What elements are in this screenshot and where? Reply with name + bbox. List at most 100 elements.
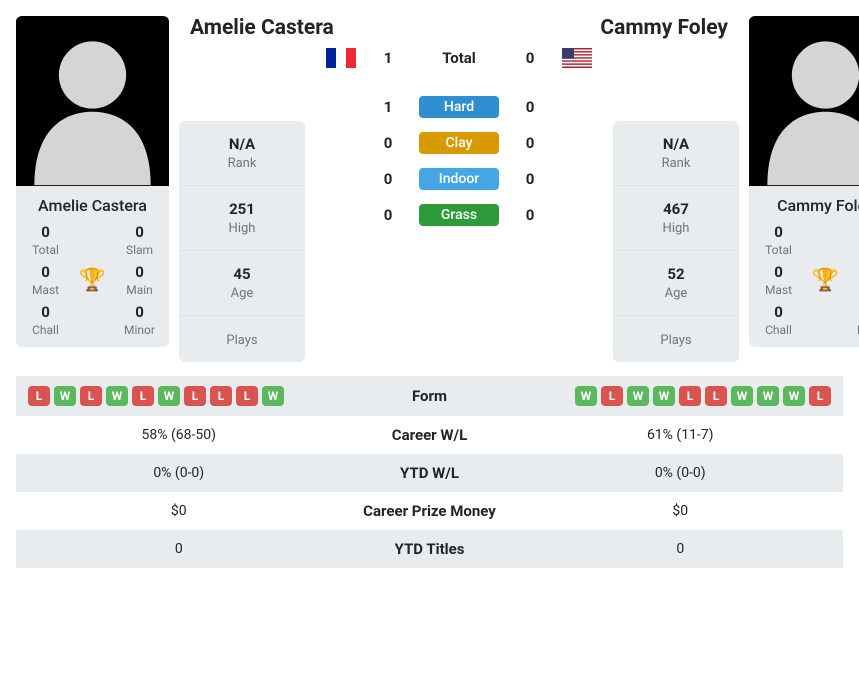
p2-minor: 0Minor [849, 303, 859, 337]
compare-p1: 58% (68-50) [28, 427, 330, 443]
h2h-total-line: 1 Total 0 [315, 48, 603, 68]
trophy-icon: 🏆 [802, 268, 849, 293]
player2-titles: 0Total 0Slam 0Mast 🏆 0Main 0Chall 0Minor [749, 223, 859, 347]
compare-form-row: LWLWLWLLLW Form WLWWLLWWWL [16, 376, 843, 416]
compare-p2: 61% (11-7) [530, 427, 832, 443]
p1-chall: 0Chall [22, 303, 69, 337]
surf-badge: Indoor [419, 168, 499, 190]
surf-badge: Hard [419, 96, 499, 118]
form-result: W [575, 386, 597, 406]
silhouette-icon [749, 16, 859, 186]
player1-stats: N/ARank 251High 45Age Plays [179, 121, 305, 362]
compare-p2: 0% (0-0) [530, 465, 832, 481]
p2-chall: 0Chall [755, 303, 802, 337]
p1-minor: 0Minor [116, 303, 163, 337]
h2h-name-p1: Amelie Castera [190, 16, 334, 40]
surf-p1: 1 [363, 98, 413, 116]
p2-mast: 0Mast [755, 263, 802, 297]
compare-p2: $0 [530, 503, 832, 519]
form-result: L [809, 386, 831, 406]
compare-p1: 0% (0-0) [28, 465, 330, 481]
p1-plays: Plays [179, 316, 305, 362]
p2-high: 467High [613, 186, 739, 251]
compare-row: 0% (0-0) YTD W/L 0% (0-0) [16, 454, 843, 492]
player1-titles: 0Total 0Slam 0Mast 🏆 0Main 0Chall 0Minor [16, 223, 169, 347]
compare-table: LWLWLWLLLW Form WLWWLLWWWL 58% (68-50) C… [16, 376, 843, 568]
form-result: W [54, 386, 76, 406]
surf-p2: 0 [505, 170, 555, 188]
form-result: W [158, 386, 180, 406]
h2h-total-p2: 0 [505, 49, 555, 67]
surf-p1: 0 [363, 206, 413, 224]
form-p2: WLWWLLWWWL [530, 386, 832, 406]
center-column: Amelie Castera Cammy Foley 1 Total 0 1 H… [315, 16, 603, 226]
p2-slam: 0Slam [849, 223, 859, 257]
player1-avatar [16, 16, 169, 186]
compare-row: 0 YTD Titles 0 [16, 530, 843, 568]
form-result: W [106, 386, 128, 406]
p2-total: 0Total [755, 223, 802, 257]
form-label: Form [330, 387, 530, 405]
h2h-total-p1: 1 [363, 49, 413, 67]
p2-main: 0Main [849, 263, 859, 297]
p2-rank: N/ARank [613, 121, 739, 186]
surf-badge: Grass [419, 204, 499, 226]
form-result: L [132, 386, 154, 406]
compare-label: YTD W/L [330, 464, 530, 482]
p1-slam: 0Slam [116, 223, 163, 257]
p1-mast: 0Mast [22, 263, 69, 297]
compare-p1: $0 [28, 503, 330, 519]
player1-name: Amelie Castera [16, 186, 169, 223]
compare-p1: 0 [28, 541, 330, 557]
form-result: L [705, 386, 727, 406]
p1-total: 0Total [22, 223, 69, 257]
player2-name: Cammy Foley [749, 186, 859, 223]
surf-line-clay: 0 Clay 0 [315, 132, 603, 154]
form-result: L [236, 386, 258, 406]
surf-line-grass: 0 Grass 0 [315, 204, 603, 226]
form-p1: LWLWLWLLLW [28, 386, 330, 406]
form-result: W [262, 386, 284, 406]
surf-badge: Clay [419, 132, 499, 154]
p2-age: 52Age [613, 251, 739, 316]
p2-plays: Plays [613, 316, 739, 362]
p1-main: 0Main [116, 263, 163, 297]
player1-card: Amelie Castera 0Total 0Slam 0Mast 🏆 0Mai… [16, 16, 169, 347]
p1-high: 251High [179, 186, 305, 251]
surf-line-indoor: 0 Indoor 0 [315, 168, 603, 190]
silhouette-icon [16, 16, 169, 186]
compare-p2: 0 [530, 541, 832, 557]
form-result: L [679, 386, 701, 406]
player2-stats: N/ARank 467High 52Age Plays [613, 121, 739, 362]
surf-p2: 0 [505, 134, 555, 152]
compare-row: $0 Career Prize Money $0 [16, 492, 843, 530]
form-result: L [80, 386, 102, 406]
surf-p2: 0 [505, 206, 555, 224]
form-result: L [601, 386, 623, 406]
h2h-name-p2: Cammy Foley [600, 16, 728, 40]
surf-line-hard: 1 Hard 0 [315, 96, 603, 118]
p1-rank: N/ARank [179, 121, 305, 186]
form-result: W [783, 386, 805, 406]
compare-label: Career W/L [330, 426, 530, 444]
form-result: L [210, 386, 232, 406]
player2-avatar [749, 16, 859, 186]
form-result: W [653, 386, 675, 406]
h2h-surfaces: 1 Total 0 1 Hard 0 0 Clay 0 0 Indoor 0 0… [315, 48, 603, 226]
surf-p1: 0 [363, 134, 413, 152]
surf-p2: 0 [505, 98, 555, 116]
compare-label: YTD Titles [330, 540, 530, 558]
form-result: L [184, 386, 206, 406]
compare-label: Career Prize Money [330, 502, 530, 520]
compare-row: 58% (68-50) Career W/L 61% (11-7) [16, 416, 843, 454]
flag-p2 [561, 48, 593, 68]
h2h-names: Amelie Castera Cammy Foley [315, 16, 603, 40]
form-result: W [757, 386, 779, 406]
form-result: W [731, 386, 753, 406]
trophy-icon: 🏆 [69, 268, 116, 293]
surf-p1: 0 [363, 170, 413, 188]
form-result: W [627, 386, 649, 406]
p1-age: 45Age [179, 251, 305, 316]
top-section: Amelie Castera 0Total 0Slam 0Mast 🏆 0Mai… [16, 16, 843, 362]
form-result: L [28, 386, 50, 406]
